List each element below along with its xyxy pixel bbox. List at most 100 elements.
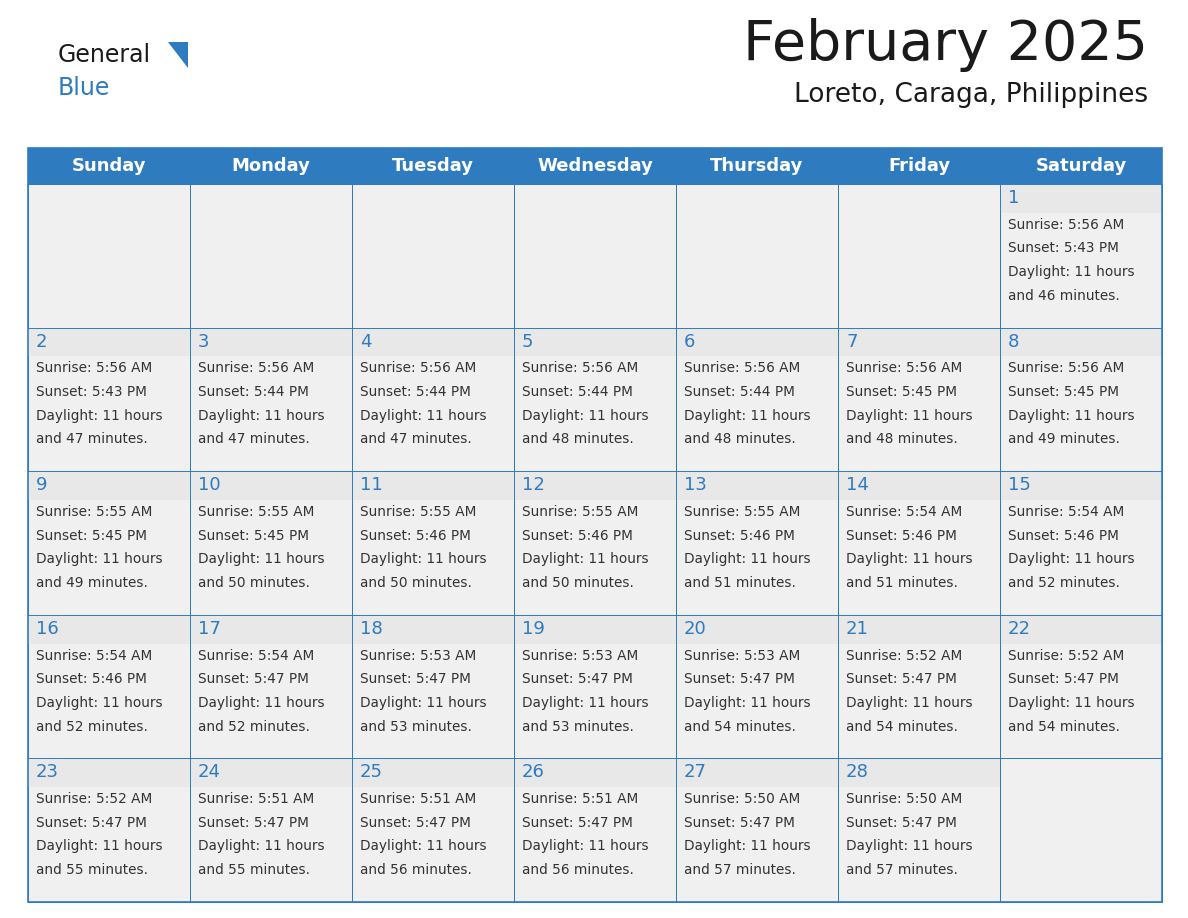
Bar	[29, 148, 1162, 184]
Bar	[838, 184, 1000, 328]
Text: and 54 minutes.: and 54 minutes.	[1007, 720, 1120, 733]
Text: 27: 27	[684, 764, 707, 781]
Text: Sunset: 5:45 PM: Sunset: 5:45 PM	[1007, 385, 1119, 399]
Text: and 55 minutes.: and 55 minutes.	[36, 863, 148, 877]
Text: Daylight: 11 hours: Daylight: 11 hours	[198, 553, 324, 566]
Text: and 52 minutes.: and 52 minutes.	[198, 720, 310, 733]
Text: 7: 7	[846, 332, 858, 351]
Text: February 2025: February 2025	[742, 18, 1148, 72]
Bar	[1000, 615, 1162, 644]
Text: Sunrise: 5:53 AM: Sunrise: 5:53 AM	[360, 648, 476, 663]
Text: Sunrise: 5:55 AM: Sunrise: 5:55 AM	[360, 505, 476, 519]
Bar	[352, 184, 514, 328]
Bar	[514, 615, 676, 644]
Text: Daylight: 11 hours: Daylight: 11 hours	[36, 409, 163, 422]
Bar	[676, 328, 838, 471]
Text: Daylight: 11 hours: Daylight: 11 hours	[846, 839, 973, 854]
Text: Sunset: 5:46 PM: Sunset: 5:46 PM	[846, 529, 956, 543]
Bar	[514, 758, 676, 787]
Bar	[190, 615, 352, 644]
Bar	[190, 471, 352, 500]
Text: Daylight: 11 hours: Daylight: 11 hours	[522, 409, 649, 422]
Text: Sunrise: 5:56 AM: Sunrise: 5:56 AM	[360, 362, 476, 375]
Text: Daylight: 11 hours: Daylight: 11 hours	[36, 696, 163, 710]
Text: and 54 minutes.: and 54 minutes.	[846, 720, 958, 733]
Text: Sunrise: 5:56 AM: Sunrise: 5:56 AM	[198, 362, 315, 375]
Bar	[190, 615, 352, 758]
Bar	[838, 615, 1000, 758]
Bar	[676, 184, 838, 328]
Text: Daylight: 11 hours: Daylight: 11 hours	[522, 839, 649, 854]
Text: Sunset: 5:45 PM: Sunset: 5:45 PM	[198, 529, 309, 543]
Text: Sunset: 5:44 PM: Sunset: 5:44 PM	[522, 385, 633, 399]
Bar	[676, 758, 838, 902]
Text: Sunset: 5:44 PM: Sunset: 5:44 PM	[360, 385, 470, 399]
Text: Tuesday: Tuesday	[392, 157, 474, 175]
Text: Daylight: 11 hours: Daylight: 11 hours	[36, 553, 163, 566]
Text: Daylight: 11 hours: Daylight: 11 hours	[360, 409, 487, 422]
Text: 28: 28	[846, 764, 868, 781]
Text: Friday: Friday	[887, 157, 950, 175]
Bar	[1000, 471, 1162, 500]
Text: Daylight: 11 hours: Daylight: 11 hours	[36, 839, 163, 854]
Text: 17: 17	[198, 620, 221, 638]
Bar	[352, 471, 514, 500]
Text: Sunrise: 5:55 AM: Sunrise: 5:55 AM	[684, 505, 801, 519]
Bar	[1000, 184, 1162, 213]
Text: Daylight: 11 hours: Daylight: 11 hours	[684, 409, 810, 422]
Bar	[514, 328, 676, 471]
Text: 11: 11	[360, 476, 383, 494]
Bar	[676, 328, 838, 356]
Bar	[676, 471, 838, 615]
Bar	[838, 328, 1000, 471]
Bar	[838, 471, 1000, 500]
Text: Monday: Monday	[232, 157, 310, 175]
Text: Sunrise: 5:51 AM: Sunrise: 5:51 AM	[198, 792, 315, 806]
Bar	[838, 471, 1000, 615]
Text: Sunset: 5:45 PM: Sunset: 5:45 PM	[36, 529, 147, 543]
Text: 12: 12	[522, 476, 545, 494]
Text: Sunrise: 5:56 AM: Sunrise: 5:56 AM	[846, 362, 962, 375]
Text: and 51 minutes.: and 51 minutes.	[846, 576, 958, 590]
Text: and 47 minutes.: and 47 minutes.	[36, 432, 147, 446]
Bar	[838, 758, 1000, 787]
Text: Sunset: 5:47 PM: Sunset: 5:47 PM	[522, 816, 633, 830]
Bar	[29, 758, 190, 787]
Bar	[1000, 615, 1162, 758]
Text: and 52 minutes.: and 52 minutes.	[36, 720, 147, 733]
Bar	[514, 471, 676, 615]
Text: Sunrise: 5:54 AM: Sunrise: 5:54 AM	[846, 505, 962, 519]
Text: Daylight: 11 hours: Daylight: 11 hours	[522, 553, 649, 566]
Text: Daylight: 11 hours: Daylight: 11 hours	[684, 553, 810, 566]
Text: Loreto, Caraga, Philippines: Loreto, Caraga, Philippines	[794, 82, 1148, 108]
Text: 24: 24	[198, 764, 221, 781]
Text: and 49 minutes.: and 49 minutes.	[36, 576, 147, 590]
Text: 6: 6	[684, 332, 695, 351]
Text: Daylight: 11 hours: Daylight: 11 hours	[1007, 696, 1135, 710]
Text: Sunset: 5:46 PM: Sunset: 5:46 PM	[522, 529, 633, 543]
Bar	[838, 758, 1000, 902]
Bar	[29, 615, 190, 758]
Text: 3: 3	[198, 332, 209, 351]
Text: Sunset: 5:46 PM: Sunset: 5:46 PM	[1007, 529, 1119, 543]
Text: and 57 minutes.: and 57 minutes.	[846, 863, 958, 877]
Text: Sunset: 5:46 PM: Sunset: 5:46 PM	[36, 672, 147, 686]
Text: Sunset: 5:47 PM: Sunset: 5:47 PM	[684, 816, 795, 830]
Bar	[352, 615, 514, 644]
Text: and 48 minutes.: and 48 minutes.	[522, 432, 633, 446]
Text: Sunset: 5:45 PM: Sunset: 5:45 PM	[846, 385, 958, 399]
Text: Daylight: 11 hours: Daylight: 11 hours	[198, 839, 324, 854]
Text: 20: 20	[684, 620, 707, 638]
Bar	[352, 758, 514, 902]
Text: Sunrise: 5:50 AM: Sunrise: 5:50 AM	[846, 792, 962, 806]
Bar	[1000, 471, 1162, 615]
Text: 1: 1	[1007, 189, 1019, 207]
Text: Sunset: 5:47 PM: Sunset: 5:47 PM	[846, 816, 956, 830]
Bar	[352, 758, 514, 787]
Text: Sunrise: 5:56 AM: Sunrise: 5:56 AM	[36, 362, 152, 375]
Text: 25: 25	[360, 764, 383, 781]
Text: 2: 2	[36, 332, 48, 351]
Text: Daylight: 11 hours: Daylight: 11 hours	[360, 839, 487, 854]
Text: Sunrise: 5:56 AM: Sunrise: 5:56 AM	[522, 362, 638, 375]
Text: 5: 5	[522, 332, 533, 351]
